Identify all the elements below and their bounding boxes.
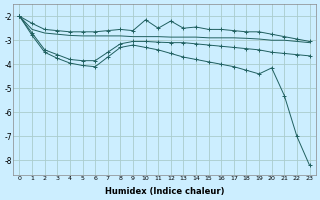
X-axis label: Humidex (Indice chaleur): Humidex (Indice chaleur) bbox=[105, 187, 224, 196]
